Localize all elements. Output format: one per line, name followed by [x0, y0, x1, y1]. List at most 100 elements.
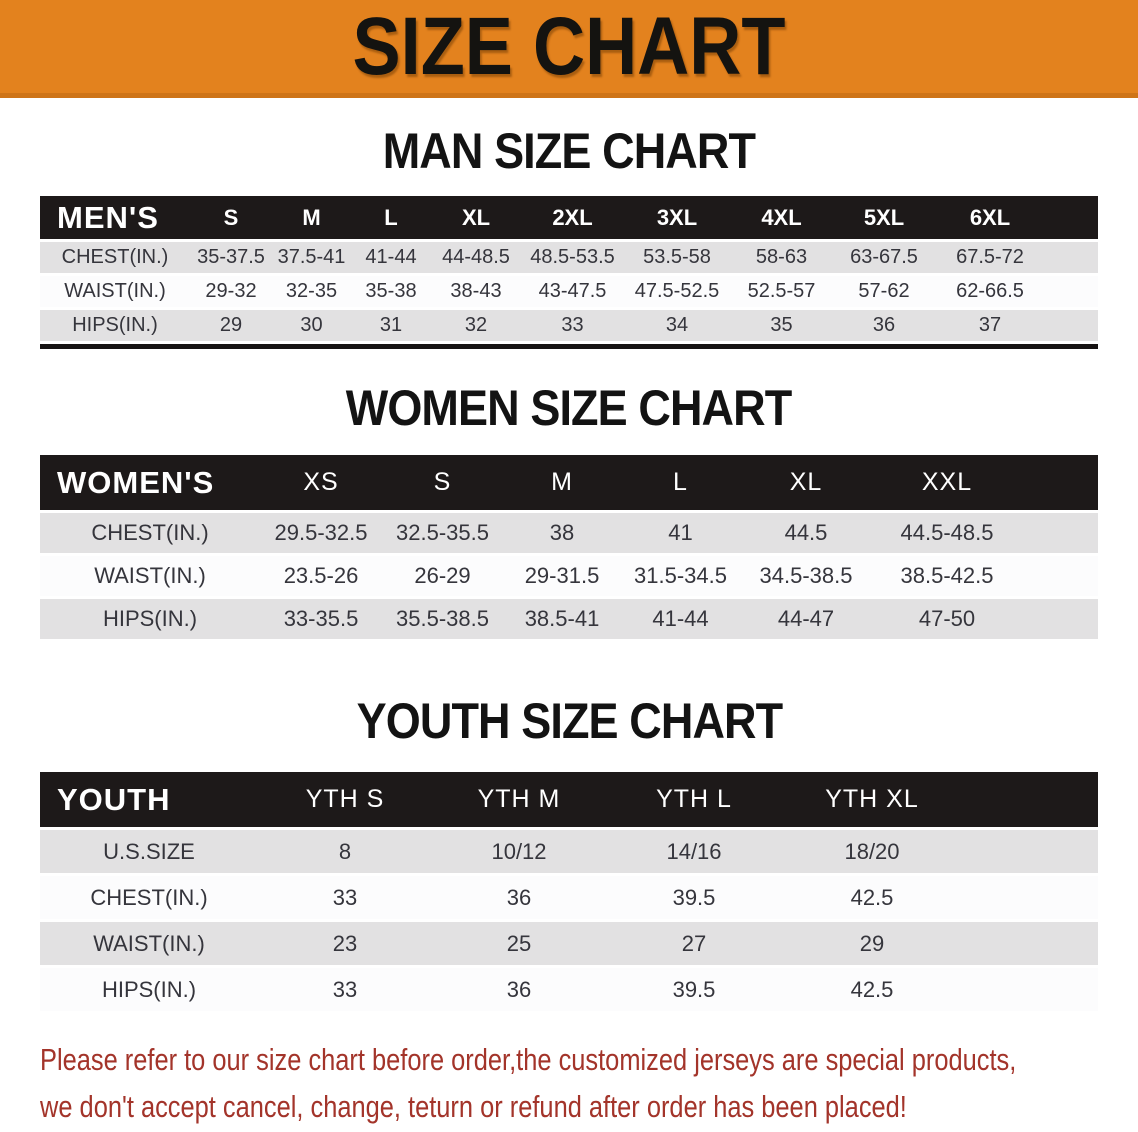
size-value-cell: 10/12 — [432, 830, 606, 876]
row-label: CHEST(IN.) — [40, 513, 260, 556]
row-label: WAIST(IN.) — [40, 556, 260, 599]
column-header: S — [382, 455, 503, 513]
table-header-row: MEN'S S M L XL 2XL 3XL 4XL 5XL 6XL — [40, 196, 1098, 242]
size-value-cell: 57-62 — [833, 276, 935, 310]
row-label: HIPS(IN.) — [40, 599, 260, 642]
size-value-cell: 47.5-52.5 — [624, 276, 730, 310]
footer-note-line1: Please refer to our size chart before or… — [40, 1042, 1017, 1077]
size-value-cell: 44.5 — [740, 513, 872, 556]
size-value-cell: 44-47 — [740, 599, 872, 642]
header-filler — [962, 772, 1098, 830]
size-value-cell: 52.5-57 — [730, 276, 833, 310]
size-value-cell: 41-44 — [621, 599, 740, 642]
size-value-cell: 33 — [258, 968, 432, 1014]
table-header-row: WOMEN'S XS S M L XL XXL — [40, 455, 1098, 513]
men-section: MAN SIZE CHART MEN'S S M L XL 2XL 3XL 4XL 5XL 6XL… — [0, 125, 1138, 349]
table-row: WAIST(IN.) 23.5-26 26-29 29-31.5 31.5-34.5 34… — [40, 556, 1098, 599]
size-value-cell: 36 — [432, 876, 606, 922]
column-header: XL — [431, 196, 521, 242]
size-value-cell: 34 — [624, 310, 730, 344]
size-value-cell: 38.5-41 — [503, 599, 621, 642]
size-value-cell: 33 — [258, 876, 432, 922]
size-value-cell: 29-32 — [190, 276, 272, 310]
row-filler — [962, 830, 1098, 876]
row-label: HIPS(IN.) — [40, 310, 190, 344]
column-header: L — [351, 196, 431, 242]
size-value-cell: 35 — [730, 310, 833, 344]
size-value-cell: 29 — [782, 922, 962, 968]
table-row: HIPS(IN.) 29 30 31 32 33 34 35 36 37 — [40, 310, 1098, 344]
footer-note-line2: we don't accept cancel, change, teturn o… — [40, 1089, 907, 1124]
column-header: M — [272, 196, 351, 242]
row-filler — [1045, 310, 1098, 344]
size-value-cell: 31.5-34.5 — [621, 556, 740, 599]
column-header: 6XL — [935, 196, 1045, 242]
column-header: 5XL — [833, 196, 935, 242]
size-value-cell: 32.5-35.5 — [382, 513, 503, 556]
row-filler — [1045, 242, 1098, 276]
size-value-cell: 53.5-58 — [624, 242, 730, 276]
table-corner-label: MEN'S — [40, 196, 190, 242]
size-value-cell: 32-35 — [272, 276, 351, 310]
women-section: WOMEN SIZE CHART WOMEN'S XS S M L XL XXL CHEST(… — [0, 382, 1138, 642]
column-header: XL — [740, 455, 872, 513]
men-size-table: MEN'S S M L XL 2XL 3XL 4XL 5XL 6XL CHEST(IN.) 35-37… — [40, 196, 1098, 349]
size-value-cell: 23 — [258, 922, 432, 968]
row-filler — [1045, 276, 1098, 310]
column-header: 4XL — [730, 196, 833, 242]
table-row: HIPS(IN.) 33 36 39.5 42.5 — [40, 968, 1098, 1014]
footer-note: Please refer to our size chart before or… — [40, 1036, 1138, 1130]
row-label: CHEST(IN.) — [40, 242, 190, 276]
column-header: YTH S — [258, 772, 432, 830]
size-value-cell: 33-35.5 — [260, 599, 382, 642]
table-row: WAIST(IN.) 29-32 32-35 35-38 38-43 43-47.5 47.… — [40, 276, 1098, 310]
size-value-cell: 38.5-42.5 — [872, 556, 1022, 599]
size-value-cell: 44-48.5 — [431, 242, 521, 276]
size-value-cell: 48.5-53.5 — [521, 242, 624, 276]
row-filler — [962, 876, 1098, 922]
table-row: CHEST(IN.) 33 36 39.5 42.5 — [40, 876, 1098, 922]
size-value-cell: 36 — [833, 310, 935, 344]
size-value-cell: 29.5-32.5 — [260, 513, 382, 556]
size-value-cell: 62-66.5 — [935, 276, 1045, 310]
size-value-cell: 35-38 — [351, 276, 431, 310]
size-value-cell: 37 — [935, 310, 1045, 344]
size-value-cell: 44.5-48.5 — [872, 513, 1022, 556]
header-filler — [1045, 196, 1098, 242]
row-filler — [1022, 556, 1098, 599]
row-label: HIPS(IN.) — [40, 968, 258, 1014]
size-value-cell: 25 — [432, 922, 606, 968]
youth-section-heading: YOUTH SIZE CHART — [0, 695, 1138, 747]
row-label: U.S.SIZE — [40, 830, 258, 876]
column-header: S — [190, 196, 272, 242]
size-value-cell: 14/16 — [606, 830, 782, 876]
header-filler — [1022, 455, 1098, 513]
size-value-cell: 41-44 — [351, 242, 431, 276]
column-header: XS — [260, 455, 382, 513]
size-value-cell: 32 — [431, 310, 521, 344]
size-value-cell: 42.5 — [782, 876, 962, 922]
size-value-cell: 30 — [272, 310, 351, 344]
row-label: WAIST(IN.) — [40, 922, 258, 968]
table-row: U.S.SIZE 8 10/12 14/16 18/20 — [40, 830, 1098, 876]
column-header: 2XL — [521, 196, 624, 242]
women-section-heading: WOMEN SIZE CHART — [0, 382, 1138, 434]
size-value-cell: 33 — [521, 310, 624, 344]
column-header: M — [503, 455, 621, 513]
size-value-cell: 47-50 — [872, 599, 1022, 642]
table-row: HIPS(IN.) 33-35.5 35.5-38.5 38.5-41 41-44 44-… — [40, 599, 1098, 642]
size-value-cell: 27 — [606, 922, 782, 968]
youth-size-table: YOUTH YTH S YTH M YTH L YTH XL U.S.SIZE 8 10/12… — [40, 772, 1098, 1014]
men-section-heading: MAN SIZE CHART — [0, 125, 1138, 177]
table-row: WAIST(IN.) 23 25 27 29 — [40, 922, 1098, 968]
row-label: WAIST(IN.) — [40, 276, 190, 310]
table-row: CHEST(IN.) 29.5-32.5 32.5-35.5 38 41 44.5 44.5… — [40, 513, 1098, 556]
table-corner-label: YOUTH — [40, 772, 258, 830]
column-header: YTH L — [606, 772, 782, 830]
size-value-cell: 37.5-41 — [272, 242, 351, 276]
women-section-heading-text: WOMEN SIZE CHART — [346, 380, 792, 436]
row-filler — [962, 922, 1098, 968]
table-header-row: YOUTH YTH S YTH M YTH L YTH XL — [40, 772, 1098, 830]
banner: SIZE CHART — [0, 0, 1138, 98]
